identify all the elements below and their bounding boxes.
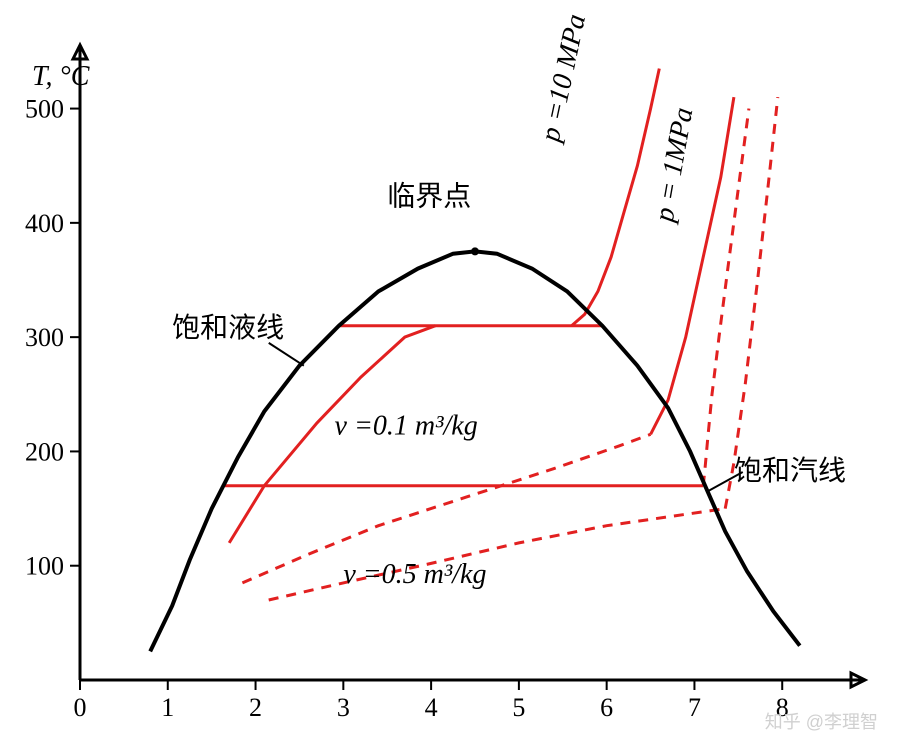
y-tick-label: 400: [25, 209, 64, 238]
annotation-v01: v =0.1 m³/kg: [335, 410, 478, 441]
leader-sat_liquid: [269, 343, 304, 366]
x-tick-label: 1: [161, 693, 174, 722]
x-tick-label: 5: [512, 693, 525, 722]
annotation-sat_liquid: 饱和液线: [172, 312, 284, 344]
y-tick-label: 200: [25, 437, 64, 466]
ts-phase-diagram: 012345678100200300400500T, °C临界点饱和液线饱和汽线…: [0, 0, 898, 746]
watermark: 知乎 @李理智: [765, 712, 878, 732]
x-tick-label: 7: [688, 693, 701, 722]
x-tick-label: 0: [74, 693, 87, 722]
curve-isochore_v05_super: [725, 97, 778, 509]
annotation-sat_vapor: 饱和汽线: [734, 455, 846, 487]
x-tick-label: 3: [337, 693, 350, 722]
y-tick-label: 100: [25, 552, 64, 581]
annotation-critical: 临界点: [387, 181, 471, 213]
y-axis-title: T, °C: [32, 61, 90, 92]
curve-isobar_10MPa_super: [572, 69, 660, 326]
x-tick-label: 4: [425, 693, 438, 722]
curve-isochore_v05: [269, 509, 726, 600]
critical-point: [471, 247, 479, 255]
chart-svg: 012345678100200300400500T, °C临界点饱和液线饱和汽线…: [0, 0, 898, 746]
y-tick-label: 500: [25, 95, 64, 124]
annotation-v05: v =0.5 m³/kg: [343, 559, 486, 590]
x-tick-label: 6: [600, 693, 613, 722]
annotation-p1: p = 1MPa: [649, 105, 700, 226]
curve-isobar_1MPa_super: [703, 109, 749, 486]
x-tick-label: 2: [249, 693, 262, 722]
saturation-dome: [150, 251, 800, 651]
y-tick-label: 300: [25, 323, 64, 352]
annotation-p10: p =10 MPa: [534, 11, 592, 146]
